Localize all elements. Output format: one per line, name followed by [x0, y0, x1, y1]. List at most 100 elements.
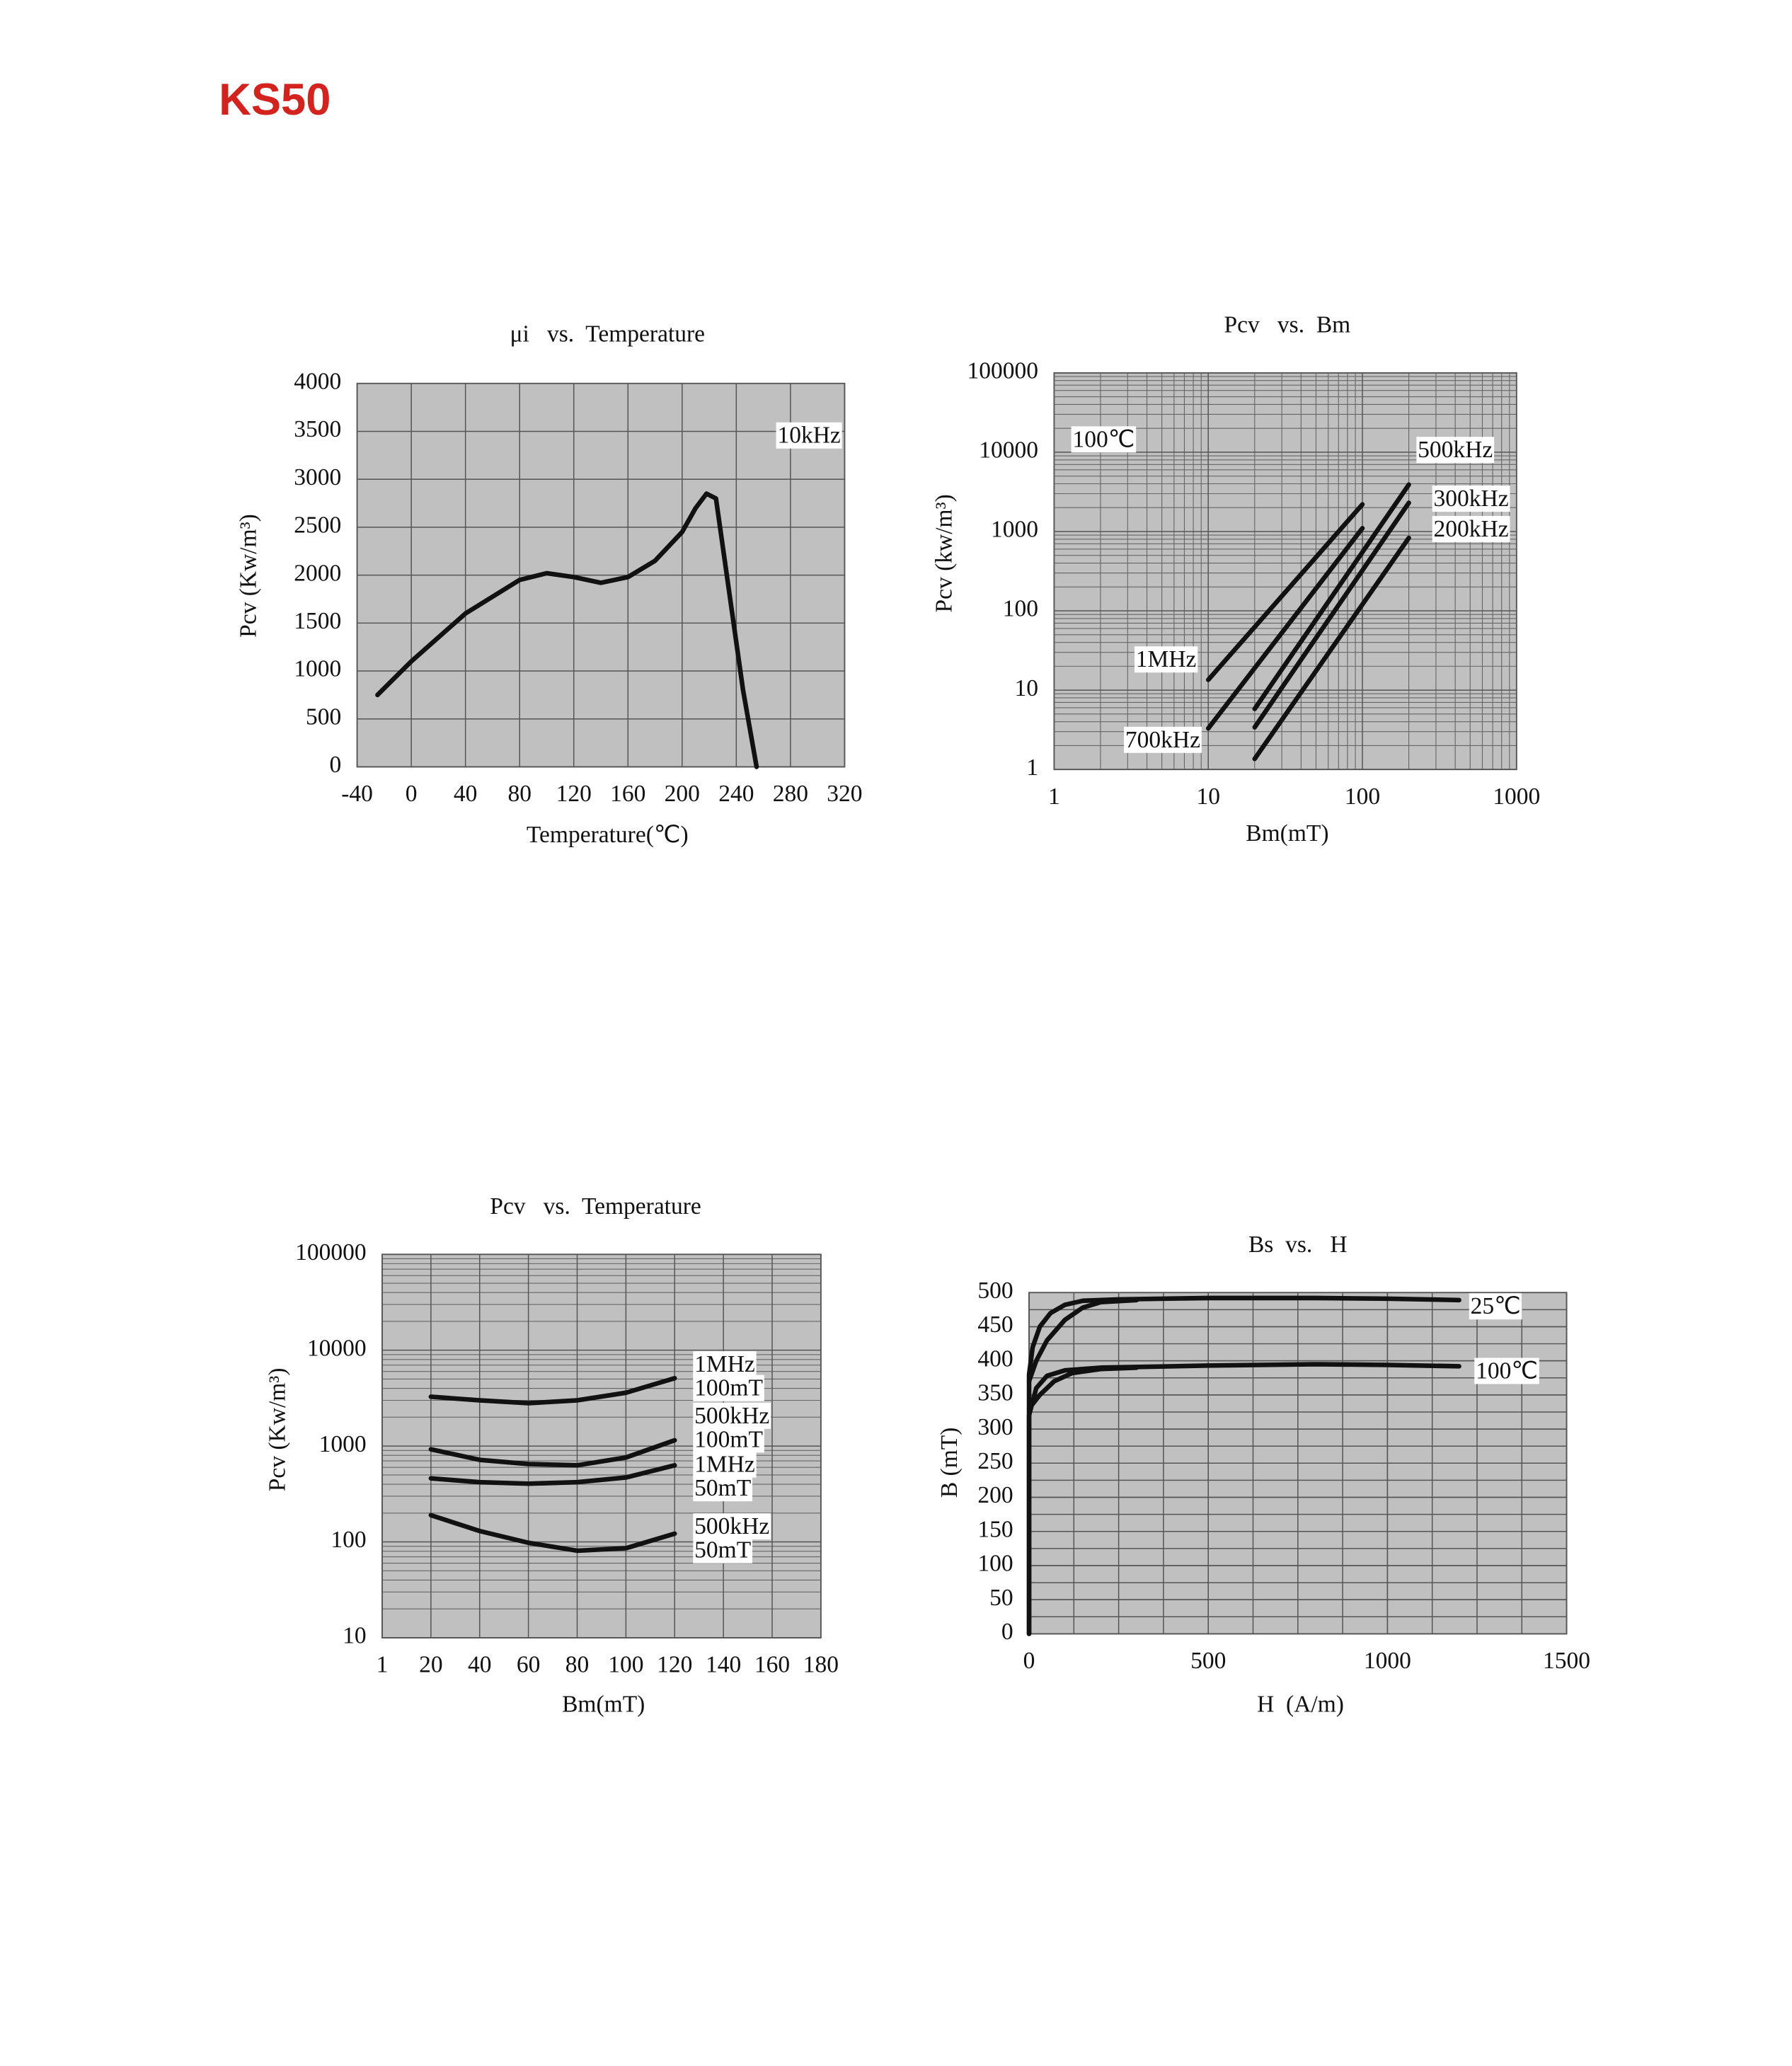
series-line: [428, 1463, 677, 1486]
series-label: 500kHz: [1418, 437, 1493, 463]
label-box: [693, 1451, 757, 1478]
x-tick-label: 160: [610, 781, 645, 807]
y-tick-label: 2000: [294, 560, 341, 586]
x-tick-label: 240: [718, 781, 754, 807]
label-box: [1469, 1293, 1522, 1320]
x-tick-label: 60: [517, 1652, 541, 1678]
label-box: [693, 1351, 757, 1378]
x-tick-label: 20: [419, 1652, 443, 1678]
y-tick-label: 100000: [295, 1239, 366, 1266]
label-box: [1432, 515, 1510, 542]
x-axis-label: Bm(mT): [1246, 820, 1328, 847]
y-tick-label: 100: [977, 1551, 1013, 1577]
series-line: [1205, 502, 1365, 682]
y-tick-label: 100000: [967, 358, 1039, 384]
y-tick-label: 100: [331, 1527, 366, 1553]
y-tick-label: 100: [1003, 596, 1038, 622]
series-label: 50mT: [694, 1475, 751, 1501]
y-tick-label: 500: [977, 1278, 1013, 1304]
brand-title: KS50: [219, 75, 331, 125]
y-tick-label: 300: [977, 1414, 1013, 1440]
label-box: [1432, 486, 1510, 512]
series-label: 1MHz: [694, 1452, 755, 1478]
series-label: 1MHz: [694, 1351, 755, 1377]
label-box: [693, 1402, 771, 1429]
label-box: [1416, 437, 1495, 464]
series-line: [428, 1376, 677, 1406]
x-tick-label: 500: [1190, 1648, 1226, 1674]
y-tick-label: 150: [977, 1516, 1013, 1542]
y-tick-label: 10: [1015, 675, 1039, 701]
series-line: [1252, 535, 1411, 762]
x-axis-label: Bm(mT): [562, 1691, 645, 1717]
y-tick-label: 450: [977, 1312, 1013, 1338]
y-tick-label: 3000: [294, 464, 341, 490]
x-tick-label: 40: [454, 781, 478, 807]
x-tick-label: 80: [507, 781, 532, 807]
y-axis-label: Pcv (kw/m³): [931, 494, 957, 612]
y-axis-label: Pcv (Kw/m³): [264, 1367, 290, 1491]
x-tick-label: 120: [556, 781, 592, 807]
label-box: [693, 1426, 764, 1453]
y-tick-label: 1: [1026, 754, 1038, 781]
y-tick-label: 10: [343, 1623, 367, 1649]
x-tick-label: 10: [1196, 784, 1219, 810]
x-tick-label: 0: [406, 781, 418, 807]
y-tick-label: 2500: [294, 512, 341, 539]
y-axis-label: Pcv (Kw/m³): [235, 514, 261, 638]
series-label: 100mT: [694, 1375, 763, 1401]
y-tick-label: 1000: [319, 1431, 367, 1457]
series-line: [428, 1513, 677, 1554]
y-tick-label: 1500: [294, 608, 341, 634]
y-tick-label: 250: [977, 1448, 1013, 1474]
series-label: 25℃: [1471, 1293, 1521, 1319]
label-box: [693, 1375, 764, 1401]
x-tick-label: 160: [754, 1652, 790, 1678]
y-tick-label: 0: [1001, 1619, 1013, 1645]
series-label: 700kHz: [1125, 727, 1200, 753]
x-axis-label: Temperature(℃): [527, 822, 689, 848]
y-tick-label: 350: [977, 1380, 1013, 1406]
x-tick-label: 200: [665, 781, 700, 807]
y-tick-label: 10000: [307, 1335, 367, 1361]
y-tick-label: 400: [977, 1345, 1013, 1372]
y-tick-label: 50: [989, 1585, 1013, 1611]
x-tick-label: 100: [608, 1652, 643, 1678]
y-axis-label: B (mT): [936, 1428, 963, 1498]
series-label: 100℃: [1072, 426, 1135, 452]
chart-title: Bs vs. H: [1248, 1232, 1348, 1258]
x-tick-label: 280: [773, 781, 808, 807]
label-box: [1071, 426, 1137, 453]
label-box: [776, 422, 842, 449]
series-label: 100℃: [1476, 1358, 1538, 1384]
series-label: 10kHz: [777, 423, 840, 449]
x-tick-label: -40: [341, 781, 373, 807]
chart-title: μi vs. Temperature: [510, 321, 705, 347]
x-tick-label: 140: [706, 1652, 741, 1678]
y-tick-label: 500: [306, 704, 341, 730]
series-line: [1026, 1297, 1139, 1384]
series-line: [1026, 1295, 1461, 1636]
y-tick-label: 200: [977, 1482, 1013, 1508]
series-label: 100mT: [694, 1426, 763, 1452]
x-tick-label: 1: [1048, 784, 1060, 810]
y-tick-label: 1000: [294, 656, 341, 682]
x-tick-label: 80: [565, 1652, 590, 1678]
series-line: [1252, 500, 1411, 730]
chart-title: Pcv vs. Bm: [1224, 311, 1351, 338]
x-axis-label: H (A/m): [1257, 1691, 1344, 1717]
series-label: 500kHz: [694, 1403, 769, 1429]
label-box: [693, 1513, 771, 1540]
y-tick-label: 4000: [294, 368, 341, 394]
series-label: 200kHz: [1434, 516, 1509, 542]
x-tick-label: 180: [803, 1652, 839, 1678]
series-label: 50mT: [694, 1537, 751, 1563]
x-tick-label: 40: [468, 1652, 492, 1678]
x-tick-label: 1: [377, 1652, 389, 1678]
x-tick-label: 320: [827, 781, 862, 807]
series-label: 300kHz: [1434, 486, 1509, 512]
label-box: [1124, 726, 1202, 753]
label-box: [1134, 646, 1198, 673]
label-box: [1474, 1358, 1539, 1384]
